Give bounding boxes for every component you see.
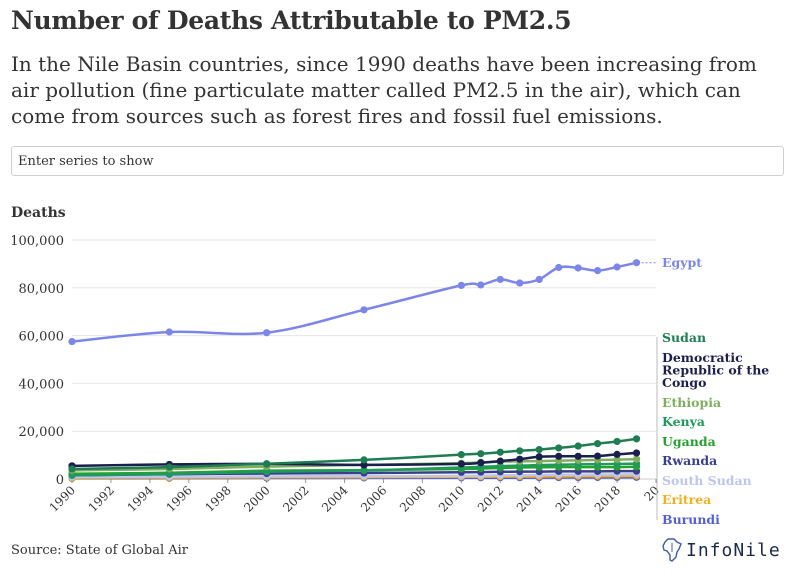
x-tick-label: 2016 bbox=[553, 483, 584, 514]
x-tick-label: 2004 bbox=[319, 483, 351, 515]
end-label-democratic-republic-of-the-congo: Congo bbox=[662, 375, 706, 390]
data-point-democratic-republic-of-the-congo bbox=[516, 455, 524, 463]
data-point-egypt bbox=[535, 275, 543, 284]
series-search-box[interactable] bbox=[11, 146, 784, 176]
end-label-democratic-republic-of-the-congo: Democratic bbox=[662, 350, 743, 365]
data-point-sudan bbox=[360, 456, 368, 464]
data-point-egypt bbox=[574, 264, 582, 272]
data-point-democratic-republic-of-the-congo bbox=[574, 452, 582, 460]
data-point-sudan bbox=[516, 447, 524, 455]
source-note: Source: State of Global Air bbox=[11, 543, 188, 558]
end-label-egypt: Egypt bbox=[662, 255, 702, 270]
end-label-ethiopia: Ethiopia bbox=[662, 395, 721, 410]
x-tick-label: 2002 bbox=[280, 483, 311, 514]
y-tick-label: 60,000 bbox=[19, 330, 65, 345]
data-point-egypt bbox=[632, 259, 641, 267]
data-point-egypt bbox=[496, 275, 504, 284]
data-point-sudan bbox=[68, 465, 76, 473]
data-point-ethiopia bbox=[613, 456, 621, 464]
data-point-egypt bbox=[360, 306, 368, 314]
x-tick-label: 1994 bbox=[124, 483, 156, 515]
data-point-egypt bbox=[68, 337, 76, 346]
chart-subtitle: In the Nile Basin countries, since 1990 … bbox=[11, 52, 757, 128]
y-axis-title: Deaths bbox=[11, 205, 66, 221]
data-point-sudan bbox=[594, 440, 602, 448]
y-tick-label: 20,000 bbox=[19, 425, 65, 440]
data-point-democratic-republic-of-the-congo bbox=[535, 453, 543, 461]
end-label-eritrea: Eritrea bbox=[662, 492, 711, 507]
data-point-egypt bbox=[613, 263, 621, 271]
data-point-egypt bbox=[263, 329, 271, 337]
x-tick-label: 20 bbox=[641, 483, 662, 504]
data-point-egypt bbox=[165, 328, 173, 336]
data-point-sudan bbox=[496, 448, 504, 456]
x-tick-label: 1996 bbox=[163, 483, 194, 514]
data-point-egypt bbox=[477, 281, 485, 289]
data-point-kenya bbox=[165, 470, 173, 478]
data-point-sudan bbox=[457, 451, 465, 459]
x-tick-label: 2000 bbox=[241, 483, 272, 514]
data-point-democratic-republic-of-the-congo bbox=[477, 459, 485, 467]
data-point-egypt bbox=[594, 266, 602, 275]
data-point-democratic-republic-of-the-congo bbox=[457, 460, 465, 468]
data-point-sudan bbox=[535, 446, 543, 454]
infonile-logo: InfoNile bbox=[662, 538, 781, 562]
data-point-democratic-republic-of-the-congo bbox=[496, 457, 504, 465]
data-point-sudan bbox=[632, 435, 641, 443]
data-point-sudan bbox=[263, 460, 271, 468]
data-point-ethiopia bbox=[632, 455, 641, 463]
y-tick-label: 40,000 bbox=[19, 377, 65, 392]
end-label-uganda: Uganda bbox=[662, 434, 716, 449]
y-tick-label: 100,000 bbox=[10, 234, 64, 249]
end-label-rwanda: Rwanda bbox=[662, 453, 717, 468]
data-point-sudan bbox=[574, 442, 582, 450]
data-point-kenya bbox=[360, 466, 368, 474]
data-point-sudan bbox=[555, 444, 563, 452]
data-point-democratic-republic-of-the-congo bbox=[632, 449, 641, 457]
data-point-kenya bbox=[68, 471, 76, 480]
data-point-democratic-republic-of-the-congo bbox=[613, 450, 621, 458]
logo-text: InfoNile bbox=[686, 539, 781, 561]
data-point-democratic-republic-of-the-congo bbox=[360, 461, 368, 469]
data-point-sudan bbox=[613, 437, 621, 446]
end-label-kenya: Kenya bbox=[662, 414, 705, 429]
x-tick-label: 2010 bbox=[436, 483, 467, 514]
series-search-input[interactable] bbox=[12, 147, 783, 175]
series-line-egypt bbox=[71, 261, 637, 343]
data-point-sudan bbox=[477, 450, 485, 458]
x-tick-label: 1992 bbox=[86, 483, 117, 514]
data-point-egypt bbox=[516, 279, 524, 287]
y-tick-label: 0 bbox=[56, 473, 64, 488]
end-label-democratic-republic-of-the-congo: Republic of the bbox=[662, 363, 769, 378]
x-tick-label: 2008 bbox=[397, 483, 428, 514]
data-point-kenya bbox=[263, 468, 271, 476]
chart-title: Number of Deaths Attributable to PM2.5 bbox=[11, 6, 572, 35]
data-point-democratic-republic-of-the-congo bbox=[555, 452, 563, 460]
data-point-sudan bbox=[165, 463, 173, 471]
x-tick-label: 1990 bbox=[47, 483, 78, 514]
y-tick-label: 80,000 bbox=[19, 282, 65, 297]
data-point-democratic-republic-of-the-congo bbox=[594, 452, 602, 460]
x-tick-label: 2012 bbox=[475, 483, 506, 514]
data-point-egypt bbox=[457, 281, 465, 290]
x-tick-label: 1998 bbox=[202, 483, 233, 514]
africa-map-icon bbox=[662, 538, 682, 562]
end-label-south-sudan: South Sudan bbox=[662, 473, 752, 488]
data-point-egypt bbox=[555, 263, 563, 272]
end-label-burundi: Burundi bbox=[662, 512, 720, 527]
x-tick-label: 2006 bbox=[358, 483, 389, 514]
x-tick-label: 2014 bbox=[514, 483, 546, 515]
x-tick-label: 2018 bbox=[592, 483, 623, 514]
end-label-sudan: Sudan bbox=[662, 330, 706, 345]
